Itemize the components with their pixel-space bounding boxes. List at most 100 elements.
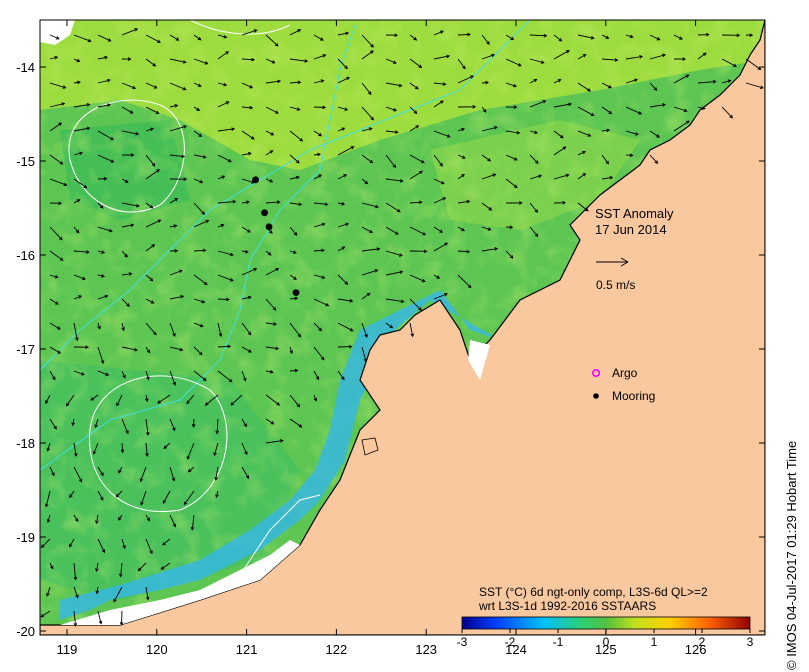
- current-vector: [69, 538, 75, 548]
- current-vector-head: [190, 526, 195, 531]
- current-vector-head: [57, 326, 61, 330]
- current-vector-head: [63, 182, 68, 187]
- current-vector: [169, 270, 183, 276]
- current-vector-head: [40, 544, 45, 549]
- current-vector-head: [55, 301, 59, 305]
- current-vector-head: [461, 173, 465, 178]
- current-vector-head: [46, 447, 51, 452]
- current-vector-head: [246, 200, 250, 205]
- current-vector-head: [132, 85, 137, 90]
- current-vector-head: [137, 567, 142, 572]
- current-vector-head: [349, 328, 354, 332]
- current-vector: [49, 82, 66, 89]
- current-vector: [289, 154, 300, 164]
- x-tick-label: 120: [146, 642, 168, 657]
- current-vector-head: [470, 75, 474, 79]
- current-vector: [73, 322, 78, 341]
- current-vector-head: [197, 36, 202, 41]
- x-tick-label: 125: [595, 642, 617, 657]
- current-vector-head: [510, 36, 515, 41]
- current-vector: [385, 130, 398, 133]
- current-vector: [169, 466, 175, 481]
- current-vector-head: [201, 211, 206, 215]
- current-vector-head: [186, 455, 191, 460]
- current-vector: [241, 466, 249, 479]
- current-vector: [313, 223, 325, 228]
- current-vector-head: [204, 61, 209, 65]
- current-vector-head: [461, 127, 465, 132]
- current-vector-head: [94, 424, 98, 429]
- current-vector-head: [247, 229, 251, 233]
- current-vector-head: [157, 219, 162, 223]
- current-vector: [241, 201, 250, 204]
- current-vector: [313, 130, 322, 137]
- current-vector: [385, 178, 403, 182]
- current-vector-head: [101, 250, 106, 254]
- current-vector-head: [146, 517, 151, 522]
- current-vector: [313, 298, 329, 307]
- current-vector: [409, 82, 419, 90]
- current-vector: [241, 296, 251, 300]
- current-vector: [97, 226, 113, 232]
- current-vector: [265, 418, 274, 425]
- current-vector: [313, 274, 325, 279]
- current-vector: [313, 249, 325, 252]
- current-vector-head: [74, 518, 79, 522]
- current-vector: [673, 120, 690, 132]
- current-vector-head: [172, 427, 176, 432]
- current-vector-field: [40, 28, 764, 627]
- x-tick-label: 124: [505, 642, 527, 657]
- current-vector-head: [733, 63, 737, 67]
- current-vector-head: [492, 173, 497, 177]
- current-vector-head: [160, 566, 165, 570]
- current-vector: [601, 58, 618, 61]
- current-vector-head: [95, 520, 99, 525]
- current-vector-head: [198, 133, 203, 137]
- current-vector: [289, 226, 298, 236]
- current-vector: [145, 128, 154, 132]
- current-vector-head: [150, 127, 154, 132]
- current-vector-head: [558, 38, 563, 42]
- mooring-marker: [265, 223, 273, 231]
- current-vector: [265, 268, 279, 276]
- current-vector-head: [343, 174, 348, 178]
- current-vector: [361, 50, 374, 60]
- vector-scale-label: 0.5 m/s: [596, 278, 635, 292]
- current-vector-head: [656, 37, 661, 41]
- current-vector-head: [439, 229, 444, 233]
- current-vector-head: [341, 127, 346, 131]
- current-vector-head: [59, 236, 63, 241]
- current-vector-head: [318, 132, 323, 137]
- current-vector: [121, 346, 138, 351]
- current-vector: [47, 442, 51, 451]
- current-vector: [529, 34, 547, 37]
- current-vector: [409, 58, 422, 68]
- current-vector-head: [398, 253, 403, 257]
- current-vector-head: [421, 278, 426, 283]
- current-vector-head: [518, 201, 523, 205]
- current-vector: [649, 54, 666, 60]
- current-vector-head: [267, 252, 272, 256]
- current-vector: [697, 52, 707, 60]
- current-vector-head: [135, 203, 140, 208]
- x-tick-label: 123: [415, 642, 437, 657]
- current-vector-head: [635, 132, 640, 136]
- current-vector-head: [542, 100, 547, 104]
- current-vector: [289, 202, 302, 205]
- current-vector: [481, 106, 487, 113]
- current-vector: [217, 370, 233, 383]
- current-vector-head: [685, 120, 690, 125]
- current-vector-head: [122, 374, 126, 379]
- current-vector: [337, 32, 349, 36]
- current-vector: [529, 58, 544, 64]
- current-vector-head: [325, 303, 330, 307]
- current-vector-head: [73, 452, 78, 457]
- current-vector-head: [145, 398, 149, 403]
- current-vector-head: [175, 37, 180, 41]
- current-vector-head: [304, 59, 309, 63]
- current-vector: [145, 82, 157, 89]
- current-vector: [169, 58, 186, 63]
- current-vector: [217, 224, 224, 228]
- current-vector-head: [318, 174, 322, 178]
- current-vector-head: [370, 50, 374, 54]
